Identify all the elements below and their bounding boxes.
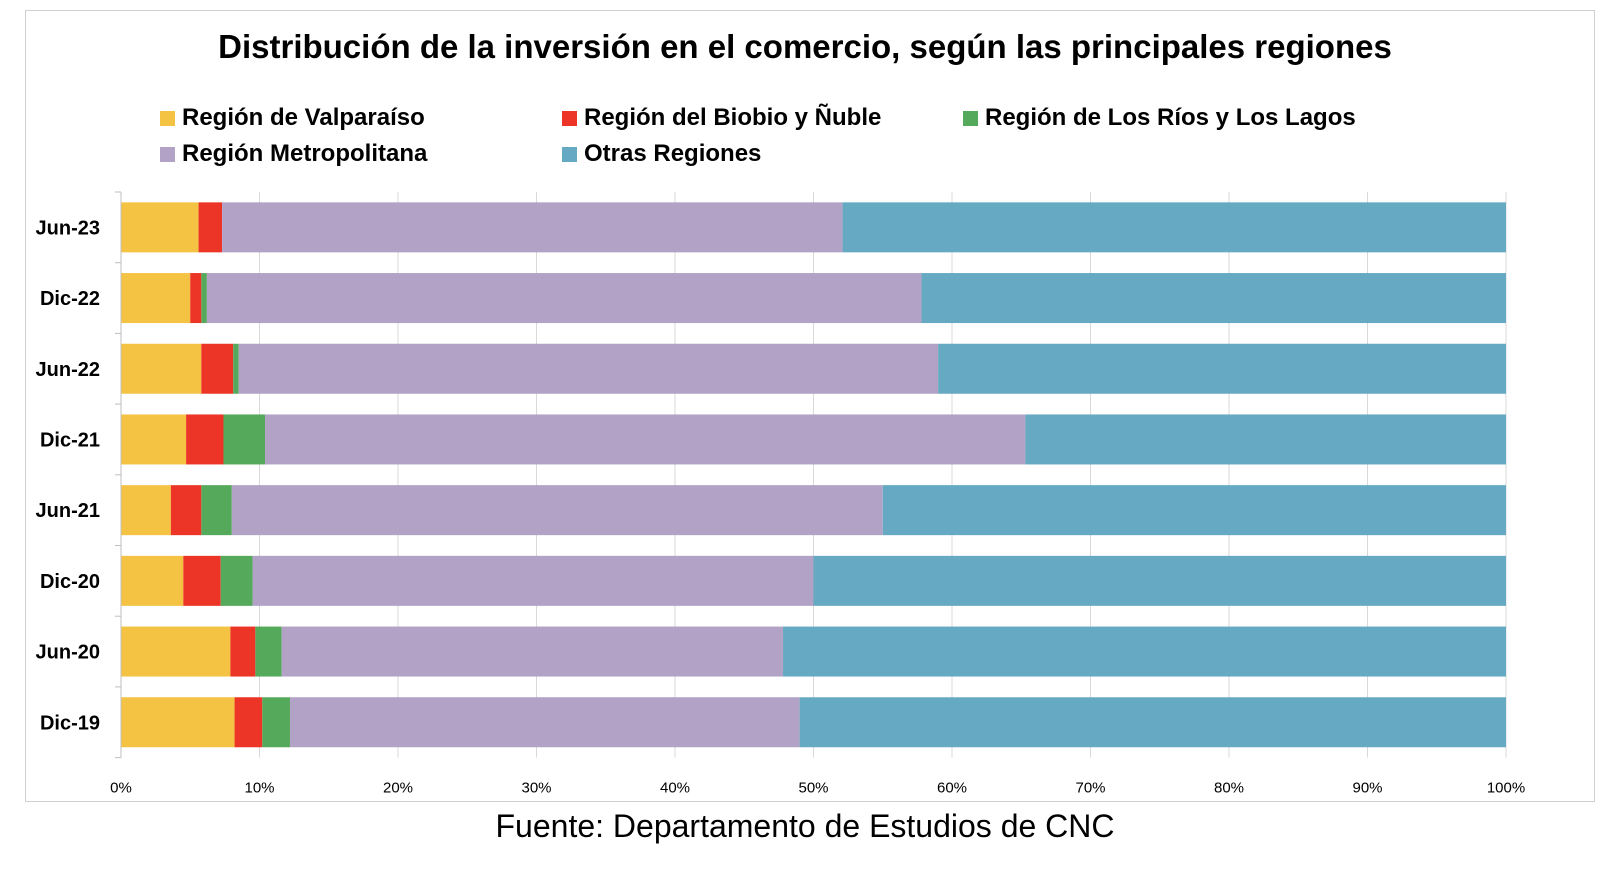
x-tick-label: 80% xyxy=(1214,780,1244,797)
bar-segment xyxy=(799,697,1506,748)
bar-segment xyxy=(223,414,266,465)
y-category-label: Dic-21 xyxy=(40,429,100,451)
legend-label-metropolitana: Región Metropolitana xyxy=(182,140,428,167)
legend-swatch-metropolitana xyxy=(160,146,175,162)
legend-swatch-valparaiso xyxy=(160,110,175,126)
legend-swatch-otras xyxy=(562,146,577,162)
x-tick-label: 60% xyxy=(937,780,967,797)
legend-item-valparaiso: Región de Valparaíso xyxy=(160,100,425,136)
x-tick-label: 10% xyxy=(244,780,274,797)
bar-segment xyxy=(201,485,232,536)
y-category-label: Jun-20 xyxy=(36,642,100,664)
legend-label-otras: Otras Regiones xyxy=(584,140,762,167)
bar-segment xyxy=(186,414,224,465)
x-tick-label: 100% xyxy=(1487,780,1525,797)
bar-segment xyxy=(238,343,939,394)
x-tick-label: 50% xyxy=(798,780,828,797)
bar-segment xyxy=(121,343,202,394)
x-tick-label: 70% xyxy=(1075,780,1105,797)
x-tick-label: 40% xyxy=(660,780,690,797)
bar-segment xyxy=(233,343,239,394)
bar-segment xyxy=(921,273,1506,324)
bar-segment xyxy=(234,697,263,748)
x-tick-label: 30% xyxy=(521,780,551,797)
bar-segment xyxy=(201,273,207,324)
axis-layer: 0% 10% 20% 30% 40% 50% 60% 70% 80% 90% 100% Jun-23 D… xyxy=(36,191,1525,797)
bar-segment xyxy=(230,626,256,677)
plot-area: 0% 10% 20% 30% 40% 50% 60% 70% 80% 90% 100% Jun-23 D… xyxy=(36,191,1525,797)
y-category-label: Dic-22 xyxy=(40,288,100,310)
bar-segment xyxy=(201,343,234,394)
legend-item-los-rios: Región de Los Ríos y Los Lagos xyxy=(963,100,1356,136)
bar-segment xyxy=(206,273,922,324)
bar-segment xyxy=(265,414,1026,465)
legend-label-biobio: Región del Biobio y Ñuble xyxy=(584,104,882,131)
x-tick-label: 0% xyxy=(110,780,132,797)
bar-segment xyxy=(842,202,1506,253)
chart-title: Distribución de la inversión en el comer… xyxy=(218,28,1392,65)
bar-segment xyxy=(882,485,1506,536)
bar-segment xyxy=(262,697,290,748)
legend-label-valparaiso: Región de Valparaíso xyxy=(182,104,425,131)
y-category-label: Jun-23 xyxy=(36,217,100,239)
legend-swatch-los-rios xyxy=(963,110,978,126)
x-tick-label: 90% xyxy=(1352,780,1382,797)
legend-item-metropolitana: Región Metropolitana xyxy=(160,136,427,172)
source-note: Fuente: Departamento de Estudios de CNC xyxy=(495,808,1115,844)
bar-segment xyxy=(190,273,202,324)
y-category-label: Dic-20 xyxy=(40,571,100,593)
bar-segment xyxy=(121,273,191,324)
bar-segment xyxy=(121,555,184,606)
bar-segment xyxy=(170,485,202,536)
legend-item-biobio: Región del Biobio y Ñuble xyxy=(562,100,881,136)
bar-segment xyxy=(252,555,814,606)
bar-segment xyxy=(938,343,1506,394)
y-category-label: Jun-21 xyxy=(36,500,100,522)
bar-segment xyxy=(813,555,1506,606)
bar-segment xyxy=(289,697,800,748)
bar-segment xyxy=(222,202,843,253)
legend-label-los-rios: Región de Los Ríos y Los Lagos xyxy=(985,104,1356,131)
legend-item-otras: Otras Regiones xyxy=(562,136,761,172)
bar-segment xyxy=(121,202,199,253)
bar-segment xyxy=(220,555,253,606)
bar-segment xyxy=(121,626,231,677)
bar-segment xyxy=(255,626,282,677)
bar-segment xyxy=(121,485,171,536)
bar-segment xyxy=(121,697,235,748)
bar-segment xyxy=(783,626,1506,677)
bars-layer xyxy=(121,202,1506,748)
y-category-label: Dic-19 xyxy=(40,712,100,734)
bar-segment xyxy=(121,414,187,465)
bar-segment xyxy=(231,485,883,536)
legend-swatch-biobio xyxy=(562,110,577,126)
bar-segment xyxy=(281,626,784,677)
y-category-label: Jun-22 xyxy=(36,359,100,381)
bar-segment xyxy=(183,555,221,606)
bar-segment xyxy=(198,202,223,253)
x-tick-label: 20% xyxy=(383,780,413,797)
bar-segment xyxy=(1025,414,1506,465)
